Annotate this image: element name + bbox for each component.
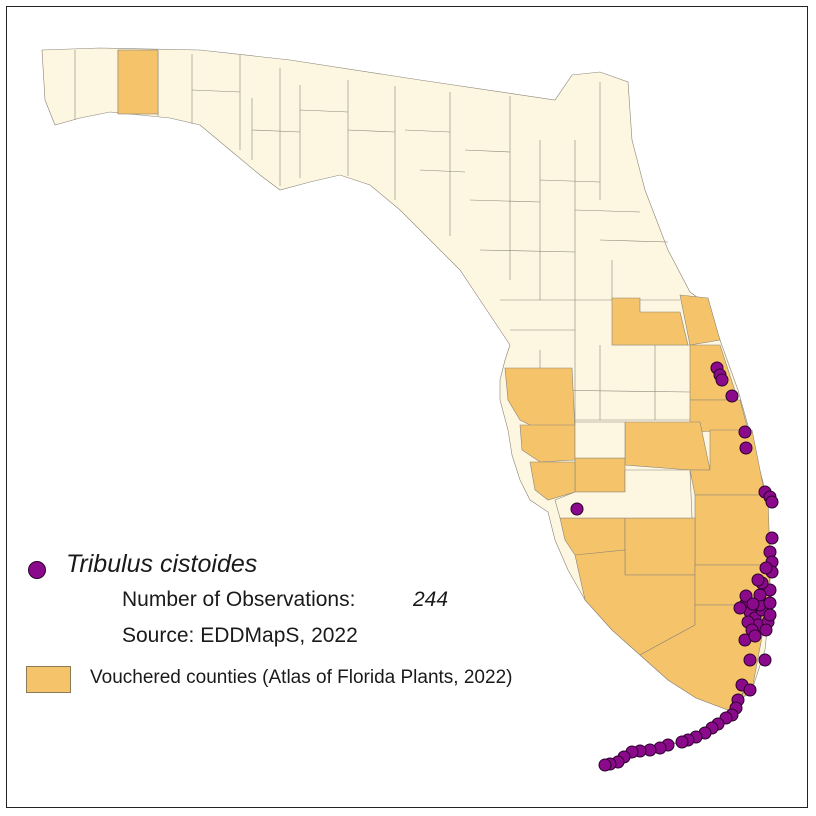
observation-point — [763, 596, 777, 610]
observation-point — [739, 441, 753, 455]
observation-point — [763, 608, 777, 622]
observations-label: Number of Observations: — [122, 588, 356, 611]
observation-point — [675, 735, 689, 749]
observation-point — [738, 425, 752, 439]
observation-point — [759, 623, 773, 637]
county — [554, 469, 693, 519]
observation-point — [743, 653, 757, 667]
observation-legend-marker — [28, 561, 46, 579]
county-vouchered — [611, 297, 689, 346]
observation-point — [765, 495, 779, 509]
observation-point — [751, 573, 765, 587]
observation-point — [748, 629, 762, 643]
observation-point — [758, 653, 772, 667]
observation-point — [570, 502, 584, 516]
county-vouchered — [574, 457, 626, 493]
county-vouchered — [624, 517, 696, 576]
vouchered-counties — [117, 49, 771, 711]
observation-point — [725, 389, 739, 403]
observation-point — [746, 597, 760, 611]
county-vouchered — [694, 494, 771, 566]
observation-point — [733, 601, 747, 615]
county-vouchered — [529, 461, 576, 501]
unvouchered-counties — [554, 421, 693, 519]
vouchered-label: Vouchered counties (Atlas of Florida Pla… — [90, 667, 513, 688]
vouchered-legend-swatch — [26, 666, 71, 693]
observation-point — [765, 531, 779, 545]
species-name: Tribulus cistoides — [66, 550, 258, 578]
observations-count: 244 — [413, 588, 449, 611]
source-label: Source: EDDMapS, 2022 — [122, 624, 358, 647]
county — [574, 421, 626, 459]
county-vouchered — [624, 421, 711, 471]
observation-layer — [570, 361, 779, 772]
observation-point — [759, 561, 773, 575]
county-vouchered — [519, 424, 576, 463]
county-vouchered — [117, 49, 159, 115]
observation-point — [753, 588, 767, 602]
observation-point — [715, 373, 729, 387]
observation-point — [743, 683, 757, 697]
county-vouchered — [679, 294, 721, 346]
observation-point — [598, 758, 612, 772]
